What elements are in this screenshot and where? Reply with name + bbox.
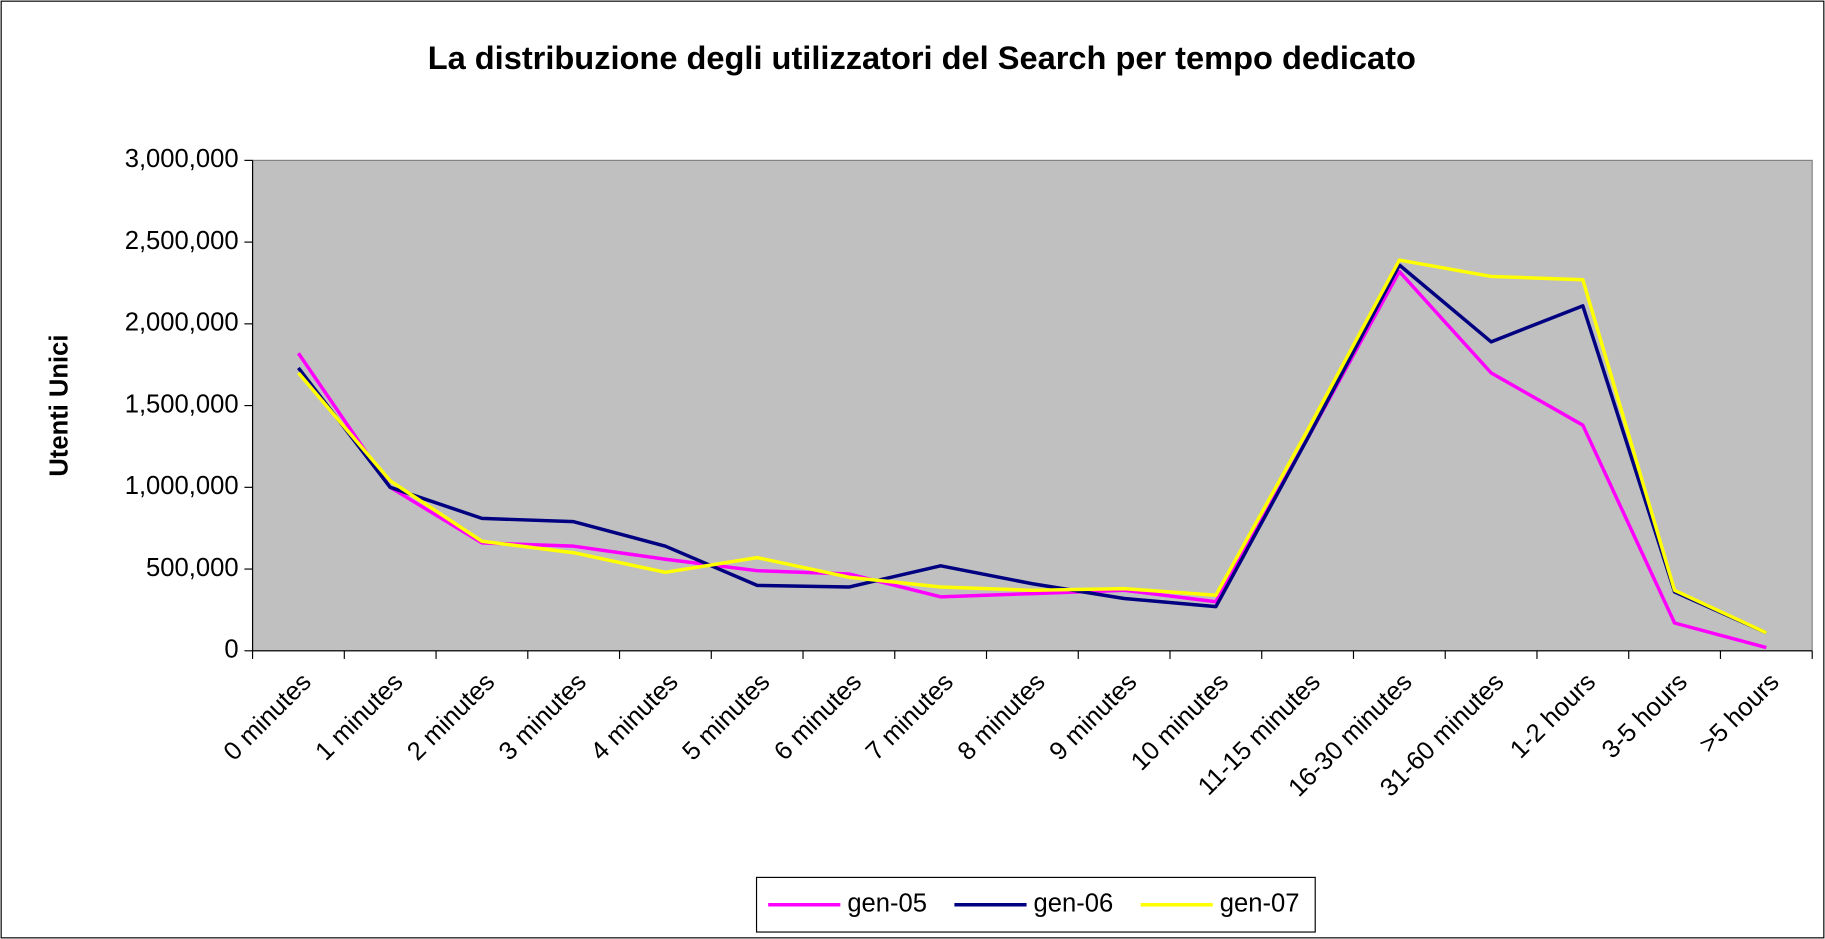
series-line <box>297 258 1768 635</box>
y-axis-label: Utenti Unici <box>45 335 73 477</box>
y-tick-label: 1,500,000 <box>125 390 239 418</box>
y-tick-label: 3,000,000 <box>125 145 239 173</box>
legend-box <box>755 876 1316 933</box>
series-line <box>296 269 1767 650</box>
y-tick-label: 1,000,000 <box>125 472 239 500</box>
y-tick-label: 2,500,000 <box>125 227 239 255</box>
legend-label: gen-07 <box>1220 889 1300 917</box>
chart-title: La distribuzione degli utilizzatori del … <box>428 40 1416 76</box>
y-tick-label: 500,000 <box>146 554 239 582</box>
y-tick-label: 2,000,000 <box>125 309 239 337</box>
series-line <box>297 263 1768 635</box>
plot-area <box>251 159 1813 652</box>
legend-label: gen-06 <box>1034 889 1114 917</box>
y-tick-label: 0 <box>224 636 238 664</box>
legend-label: gen-05 <box>847 889 927 917</box>
